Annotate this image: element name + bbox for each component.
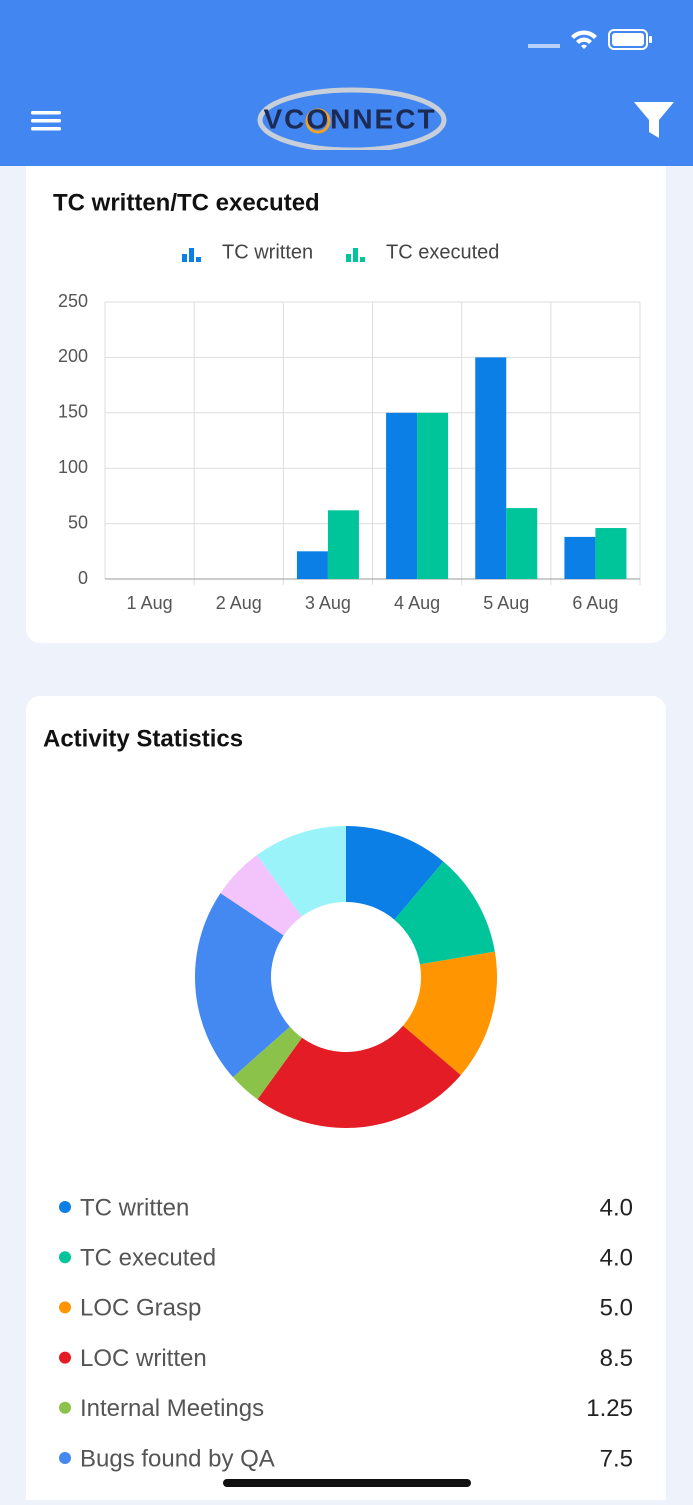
bar xyxy=(564,536,596,579)
legend-dot xyxy=(59,1452,71,1464)
status-icons xyxy=(528,29,652,50)
y-tick-label: 100 xyxy=(58,457,88,477)
legend-dot xyxy=(59,1401,71,1414)
logo-ring xyxy=(305,108,331,134)
legend-label: Internal Meetings xyxy=(80,1395,264,1422)
menu-button[interactable] xyxy=(31,111,61,131)
x-tick-label: 4 Aug xyxy=(394,593,440,613)
legend-icon xyxy=(360,257,365,262)
y-tick-label: 150 xyxy=(58,402,88,422)
value-label: 8.5 xyxy=(600,1345,633,1372)
legend-label: TC written xyxy=(222,241,313,263)
bar xyxy=(327,510,359,579)
pie-slice xyxy=(232,1026,303,1100)
value-label: 1.25 xyxy=(586,1395,633,1422)
logo: VCONNECT xyxy=(263,103,436,134)
x-tick-label: 2 Aug xyxy=(216,593,262,613)
legend-icon xyxy=(346,254,351,262)
chart-title: Activity Statistics xyxy=(43,725,243,752)
pie-slice xyxy=(394,861,495,965)
value-label: 7.5 xyxy=(600,1445,633,1472)
pie-slice xyxy=(194,893,290,1078)
legend-label: TC written xyxy=(80,1194,189,1221)
chart-title: TC written/TC executed xyxy=(53,189,320,216)
value-label: 4.0 xyxy=(600,1245,633,1272)
pie-slice xyxy=(257,1025,461,1129)
legend-icon xyxy=(196,257,201,262)
pie-slice xyxy=(346,826,444,920)
legend-label: Bugs found by QA xyxy=(80,1445,275,1472)
bar xyxy=(595,528,627,579)
pie-slice xyxy=(256,826,346,917)
bar xyxy=(296,551,328,579)
legend-label: TC executed xyxy=(80,1245,216,1272)
bar xyxy=(475,357,507,579)
legend-dot xyxy=(59,1301,71,1314)
legend-icon xyxy=(189,248,194,262)
legend-dot xyxy=(59,1201,71,1213)
bar xyxy=(386,412,418,579)
legend-dot xyxy=(59,1251,71,1264)
bar xyxy=(417,412,449,579)
value-label: 5.0 xyxy=(600,1295,633,1322)
legend-label: LOC Grasp xyxy=(80,1295,201,1322)
pie-slice xyxy=(220,855,302,936)
legend-dot xyxy=(59,1351,71,1364)
value-label: 4.0 xyxy=(600,1194,633,1221)
header-edge xyxy=(26,150,666,166)
filter-button[interactable] xyxy=(634,102,674,138)
legend-label: LOC written xyxy=(80,1345,207,1372)
y-tick-label: 0 xyxy=(78,568,88,588)
y-tick-label: 50 xyxy=(68,512,88,532)
header xyxy=(0,0,693,166)
home-indicator xyxy=(223,1479,471,1487)
y-tick-label: 200 xyxy=(58,346,88,366)
x-tick-label: 3 Aug xyxy=(305,593,351,613)
legend-icon xyxy=(182,254,187,262)
legend-icon xyxy=(353,248,358,262)
bar xyxy=(506,508,538,579)
y-tick-label: 250 xyxy=(58,291,88,311)
pie-slice xyxy=(402,951,498,1076)
x-tick-label: 5 Aug xyxy=(483,593,529,613)
x-tick-label: 6 Aug xyxy=(572,593,618,613)
x-tick-label: 1 Aug xyxy=(127,593,173,613)
legend-label: TC executed xyxy=(386,241,499,263)
